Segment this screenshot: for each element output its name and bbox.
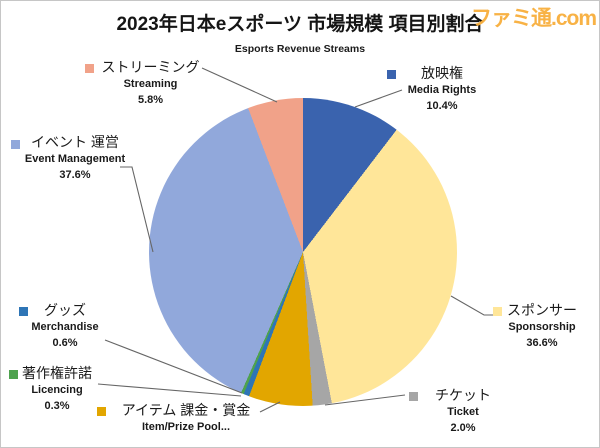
label-sponsorship: スポンサー Sponsorship 36.6% (486, 301, 598, 351)
label-event-management: イベント 運営 Event Management 37.6% (9, 133, 141, 183)
label-item-prize-pool-ja: アイテム 課金・賞金 (121, 402, 251, 418)
legend-marker-streaming (85, 64, 94, 73)
label-merchandise-pct: 0.6% (52, 337, 78, 349)
label-licencing-pct: 0.3% (44, 400, 70, 412)
label-ticket: チケット Ticket 2.0% (413, 386, 513, 436)
label-item-prize-pool-en: Item/Prize Pool... (141, 421, 231, 433)
legend-marker-merchandise (19, 307, 28, 316)
legend-marker-licencing (9, 370, 18, 379)
chart-title: 2023年日本eスポーツ 市場規模 項目別割合 (116, 14, 484, 35)
legend-marker-ticket (409, 392, 418, 401)
label-streaming: ストリーミング Streaming 5.8% (93, 58, 208, 108)
label-merchandise-ja: グッズ (44, 302, 86, 318)
label-licencing-en: Licencing (31, 384, 83, 396)
label-merchandise: グッズ Merchandise 0.6% (15, 301, 115, 351)
label-sponsorship-en: Sponsorship (508, 321, 576, 333)
famitsu-logo: ファミ通.com (470, 7, 597, 30)
label-licencing: 著作権許諾 Licencing 0.3% (7, 364, 107, 414)
legend-marker-item-prize-pool (97, 407, 106, 416)
label-streaming-ja: ストリーミング (101, 59, 200, 75)
label-media-rights: 放映権 Media Rights 10.4% (382, 64, 502, 114)
label-sponsorship-pct: 36.6% (526, 337, 558, 349)
label-sponsorship-ja: スポンサー (507, 302, 577, 318)
leader-streaming (201, 67, 278, 103)
legend-marker-event-management (11, 140, 20, 149)
label-event-management-pct: 37.6% (59, 169, 91, 181)
label-media-rights-ja: 放映権 (421, 65, 463, 81)
leader-licencing (97, 383, 242, 397)
pie (149, 98, 457, 406)
label-ticket-en: Ticket (447, 406, 479, 418)
label-item-prize-pool: アイテム 課金・賞金 Item/Prize Pool... (106, 401, 266, 435)
label-licencing-ja: 著作権許諾 (22, 365, 92, 381)
label-streaming-pct: 5.8% (137, 94, 164, 106)
label-merchandise-en: Merchandise (31, 321, 99, 333)
label-media-rights-en: Media Rights (407, 84, 477, 96)
chart-subtitle: Esports Revenue Streams (234, 43, 366, 55)
legend-marker-sponsorship (493, 307, 502, 316)
label-ticket-pct: 2.0% (450, 422, 476, 434)
label-streaming-en: Streaming (123, 78, 178, 90)
label-media-rights-pct: 10.4% (426, 100, 458, 112)
legend-marker-media-rights (387, 70, 396, 79)
label-event-management-ja: イベント 運営 (31, 134, 119, 150)
label-ticket-ja: チケット (435, 387, 491, 403)
label-event-management-en: Event Management (24, 153, 126, 165)
